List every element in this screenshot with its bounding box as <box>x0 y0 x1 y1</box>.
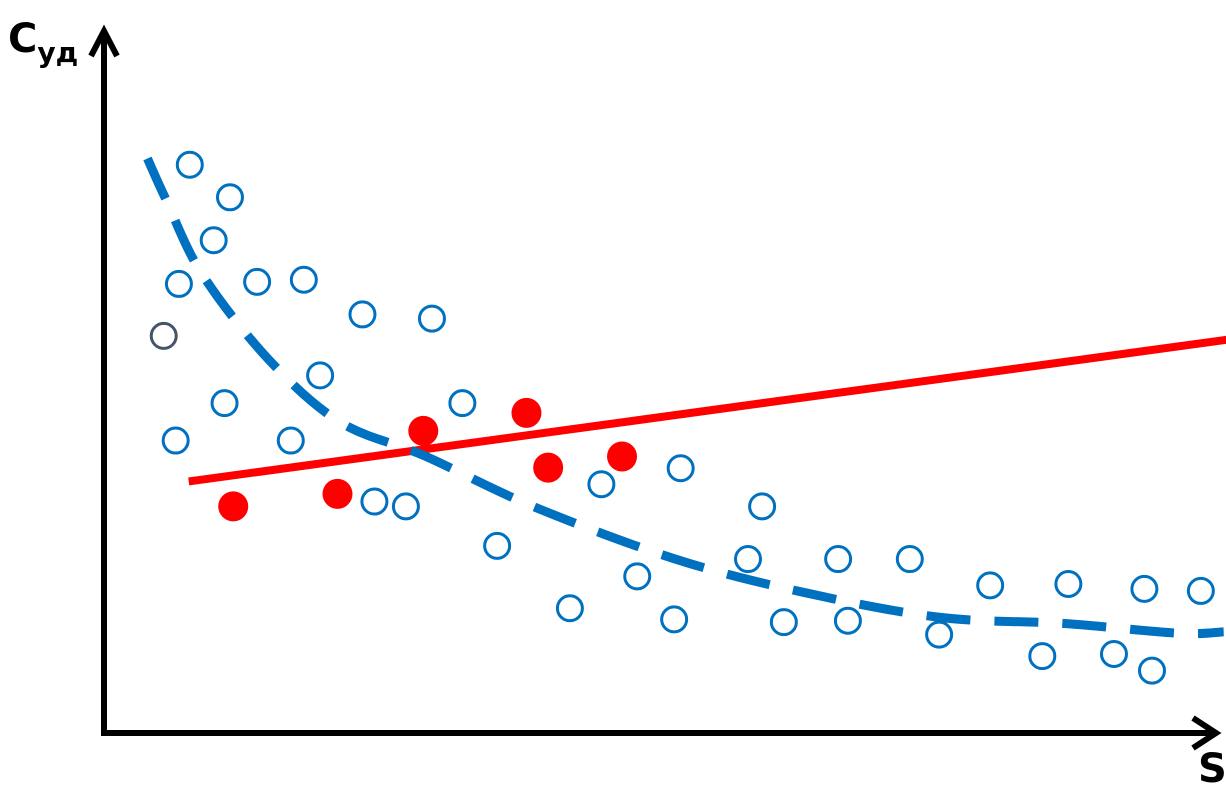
data-point-filled <box>511 397 542 428</box>
data-point-open <box>306 361 335 390</box>
x-axis-arrow <box>1191 715 1222 751</box>
x-axis <box>101 715 1222 751</box>
data-point-open <box>976 571 1005 600</box>
data-point-open <box>660 605 689 634</box>
data-point-open <box>1137 656 1166 685</box>
data-point-open <box>1186 576 1215 605</box>
data-point-open <box>824 545 853 574</box>
data-point-open <box>276 426 305 455</box>
trend-line-solid <box>188 335 1226 486</box>
data-point-open <box>164 269 193 298</box>
data-point-open <box>149 321 178 350</box>
data-point-filled <box>408 415 439 446</box>
plot-area <box>143 150 1226 685</box>
data-point-open <box>769 608 798 637</box>
data-point-open <box>175 150 204 179</box>
data-point-open <box>833 606 862 635</box>
data-point-open <box>555 594 584 623</box>
data-point-open <box>1028 642 1057 671</box>
data-point-open <box>895 545 924 574</box>
data-point-open <box>161 426 190 455</box>
data-point-filled <box>533 452 564 483</box>
data-point-filled <box>218 491 249 522</box>
data-point-open <box>391 492 420 521</box>
data-point-open <box>733 545 762 574</box>
data-point-open <box>666 454 695 483</box>
data-point-open <box>1054 570 1083 599</box>
x-axis-label: S <box>1198 746 1226 785</box>
data-point-open <box>243 267 272 296</box>
data-point-open <box>925 620 954 649</box>
trend-curve-dashed <box>143 156 1224 639</box>
data-point-open <box>748 492 777 521</box>
data-point-open <box>210 389 239 418</box>
data-point-filled <box>607 441 638 472</box>
y-axis-arrow <box>88 24 120 58</box>
data-point-open <box>1099 639 1128 668</box>
data-point-open <box>448 389 477 418</box>
data-point-open <box>417 304 446 333</box>
y-axis-label-main: C <box>8 16 37 62</box>
data-point-open <box>623 562 652 591</box>
data-point-open <box>483 531 512 560</box>
y-axis <box>88 24 120 736</box>
y-axis-label-subscript: уд <box>37 36 78 69</box>
data-point-open <box>348 300 377 329</box>
data-point-open <box>199 226 228 255</box>
data-point-open <box>587 470 616 499</box>
y-axis-label: Cуд <box>8 16 78 69</box>
data-point-open <box>215 183 244 212</box>
data-point-open <box>360 487 389 516</box>
data-point-open <box>289 265 318 294</box>
data-point-open <box>1130 574 1159 603</box>
data-point-filled <box>322 478 353 509</box>
